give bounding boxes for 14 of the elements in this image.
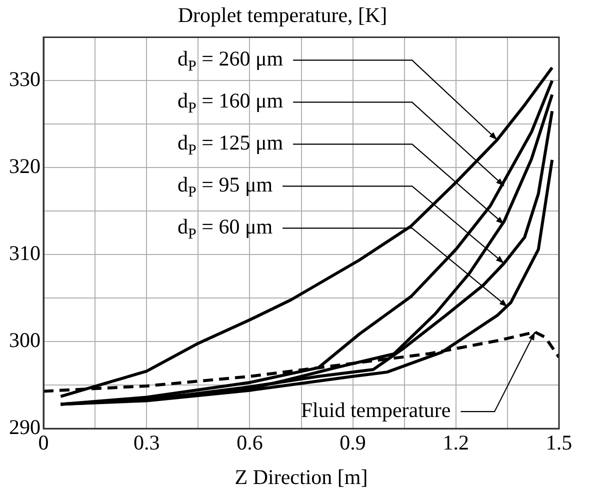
annotation: Fluid temperature <box>300 398 451 422</box>
x-tick-label: 1.2 <box>442 430 470 455</box>
chart-title: Droplet temperature, [K] <box>178 3 388 28</box>
x-axis-title: Z Direction [m] <box>234 464 368 489</box>
x-tick-label: 0.9 <box>340 430 366 455</box>
x-tick-label: 1.5 <box>546 430 572 455</box>
x-tick-label: 0.3 <box>133 430 160 455</box>
y-tick-label: 320 <box>9 154 40 178</box>
x-tick-label: 0.6 <box>236 430 263 455</box>
y-tick-label: 300 <box>9 328 40 352</box>
y-tick-label: 330 <box>9 67 40 92</box>
y-tick-label: 290 <box>9 415 40 440</box>
y-tick-label: 310 <box>9 241 40 266</box>
x-tick-label: 0 <box>38 430 49 455</box>
